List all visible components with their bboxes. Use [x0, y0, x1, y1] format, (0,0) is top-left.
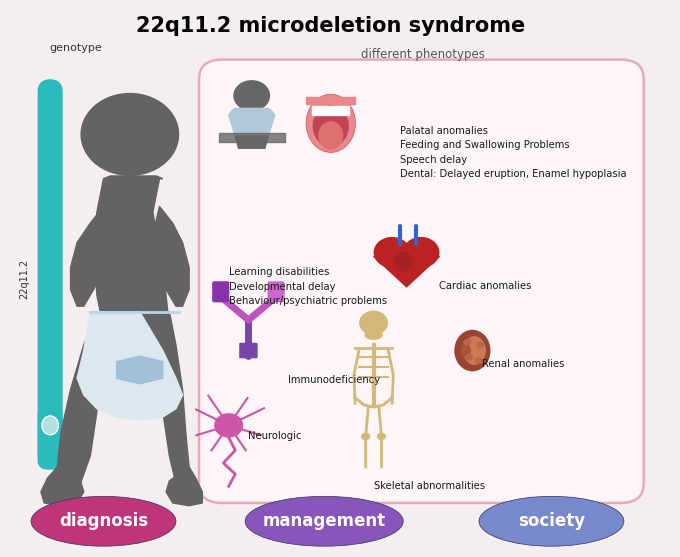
Polygon shape	[77, 312, 182, 420]
FancyBboxPatch shape	[239, 343, 248, 358]
FancyBboxPatch shape	[248, 343, 258, 358]
Polygon shape	[228, 109, 275, 136]
Ellipse shape	[364, 330, 383, 340]
Circle shape	[214, 413, 243, 438]
Ellipse shape	[313, 105, 349, 147]
Text: 22q11.2: 22q11.2	[20, 258, 29, 299]
Ellipse shape	[461, 344, 471, 358]
Polygon shape	[373, 256, 439, 287]
Text: Learning disabilities
Developmental delay
Behaviour/psychiatric problems: Learning disabilities Developmental dela…	[228, 267, 387, 306]
Ellipse shape	[479, 496, 624, 546]
Ellipse shape	[393, 252, 413, 272]
Polygon shape	[307, 97, 355, 105]
Circle shape	[377, 433, 386, 441]
Text: Cardiac anomalies: Cardiac anomalies	[439, 281, 532, 291]
FancyBboxPatch shape	[37, 406, 63, 470]
Polygon shape	[166, 467, 203, 506]
Polygon shape	[312, 106, 350, 115]
Polygon shape	[117, 356, 163, 384]
Circle shape	[465, 354, 473, 360]
Polygon shape	[57, 312, 103, 495]
Text: Skeletal abnormalities: Skeletal abnormalities	[373, 481, 485, 491]
Text: diagnosis: diagnosis	[59, 512, 148, 530]
Ellipse shape	[31, 496, 176, 546]
Polygon shape	[160, 312, 189, 495]
Circle shape	[359, 311, 388, 335]
Circle shape	[475, 357, 483, 364]
Text: society: society	[518, 512, 585, 530]
Circle shape	[463, 339, 471, 345]
Ellipse shape	[318, 121, 343, 150]
Circle shape	[403, 237, 439, 268]
Circle shape	[373, 237, 411, 268]
Text: management: management	[262, 512, 386, 530]
Text: Neurologic: Neurologic	[248, 431, 302, 441]
Polygon shape	[235, 136, 268, 148]
Polygon shape	[71, 207, 110, 306]
Polygon shape	[219, 133, 285, 141]
Polygon shape	[153, 207, 189, 306]
Ellipse shape	[42, 416, 58, 435]
Ellipse shape	[306, 94, 356, 153]
Text: Renal anomalies: Renal anomalies	[482, 359, 564, 369]
Text: Palatal anomalies
Feeding and Swallowing Problems
Speech delay
Dental: Delayed e: Palatal anomalies Feeding and Swallowing…	[400, 126, 626, 179]
Circle shape	[477, 341, 484, 348]
Text: different phenotypes: different phenotypes	[361, 47, 485, 61]
Text: genotype: genotype	[50, 43, 102, 53]
FancyBboxPatch shape	[37, 79, 63, 467]
FancyBboxPatch shape	[267, 281, 285, 302]
Circle shape	[80, 93, 180, 176]
Ellipse shape	[463, 336, 486, 365]
Circle shape	[233, 80, 270, 111]
Polygon shape	[41, 467, 84, 506]
Text: Immunodeficiency: Immunodeficiency	[288, 375, 380, 385]
Circle shape	[361, 433, 371, 441]
FancyBboxPatch shape	[199, 60, 644, 503]
FancyBboxPatch shape	[212, 281, 229, 302]
Ellipse shape	[454, 330, 490, 372]
Ellipse shape	[245, 496, 403, 546]
Polygon shape	[94, 176, 169, 364]
Text: 22q11.2 microdeletion syndrome: 22q11.2 microdeletion syndrome	[136, 16, 526, 36]
